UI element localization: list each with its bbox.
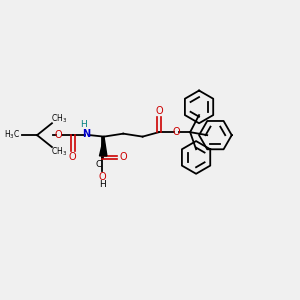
- Text: O: O: [172, 127, 180, 137]
- Text: H: H: [80, 120, 86, 129]
- Text: H$_3$C: H$_3$C: [4, 129, 20, 141]
- Text: C: C: [96, 160, 102, 169]
- Text: H: H: [99, 180, 106, 189]
- Text: CH$_3$: CH$_3$: [51, 112, 68, 125]
- Text: O: O: [69, 152, 76, 162]
- Text: N: N: [82, 129, 90, 139]
- Text: O: O: [99, 172, 106, 182]
- Text: CH$_3$: CH$_3$: [51, 145, 68, 158]
- Text: O: O: [119, 152, 127, 162]
- Polygon shape: [100, 136, 107, 156]
- Text: O: O: [54, 130, 62, 140]
- Text: O: O: [155, 106, 163, 116]
